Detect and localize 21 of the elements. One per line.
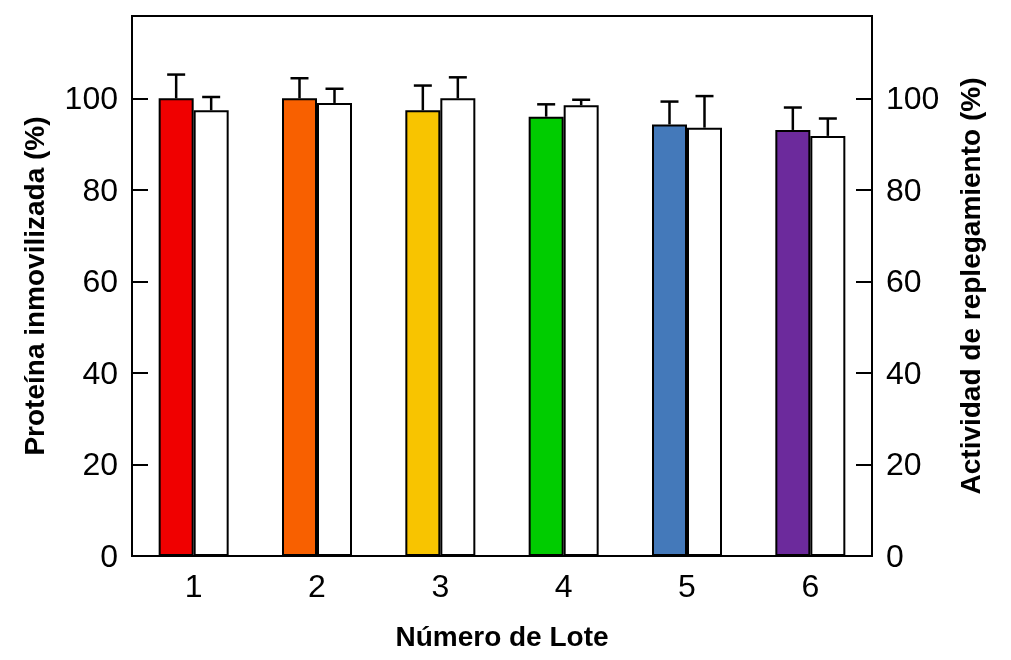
y-tick-label: 80 [82,171,118,208]
x-tick-label: 1 [184,568,203,604]
y-axis-title: Proteína inmovilizada (%) [18,116,50,456]
y-tick-label: 0 [100,538,118,574]
x-tick-label: 5 [678,568,696,604]
y2-tick-label: 0 [886,538,904,574]
x-tick-label: 6 [801,568,820,604]
y-tick-label: 100 [64,80,118,117]
y2-axis-title: Actividad de replegamiento (%) [954,77,986,495]
y-tick-label: 60 [82,263,118,300]
y2-tick-label: 40 [886,354,922,391]
x-tick-label: 3 [431,568,450,604]
y2-tick-label: 100 [886,80,940,117]
y2-tick-label: 80 [886,171,922,208]
x-tick-label: 2 [308,568,326,604]
y2-tick-label: 20 [886,446,922,483]
x-axis-title: Número de Lote [395,620,609,652]
x-tick-label: 4 [554,568,573,604]
y-tick-label: 20 [82,446,118,483]
y-tick-label: 40 [82,354,118,391]
y2-tick-label: 60 [886,263,922,300]
